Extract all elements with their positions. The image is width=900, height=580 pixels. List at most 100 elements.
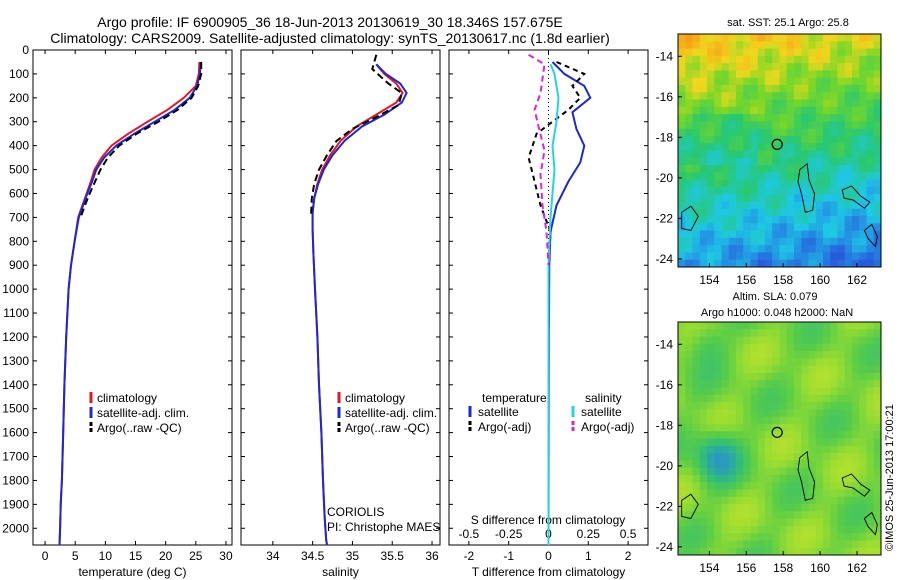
map-cell	[844, 165, 853, 173]
map-cell	[815, 121, 824, 130]
map-cell	[757, 423, 766, 432]
map-cell	[721, 489, 730, 498]
map-cell	[692, 511, 701, 519]
map-cell	[772, 343, 780, 352]
map-cell	[692, 474, 701, 483]
map-cell	[728, 194, 737, 202]
map-cell	[815, 336, 824, 345]
map-cell	[873, 394, 882, 403]
map-cell	[830, 223, 838, 231]
map-cell	[714, 372, 722, 381]
depth-tick-label: 1500	[2, 402, 29, 416]
map-cell	[801, 489, 809, 498]
map-cell	[707, 77, 715, 86]
map-cell	[728, 92, 737, 100]
map-cell	[714, 237, 722, 246]
map-cell	[808, 150, 817, 159]
lat-tick-label: -20	[656, 171, 674, 185]
map-cell	[794, 84, 802, 93]
map-cell	[692, 165, 701, 173]
map-cell	[859, 165, 867, 173]
map-cell	[750, 165, 759, 173]
map-cell	[801, 172, 809, 181]
map-cell	[692, 201, 701, 210]
map-cell	[808, 380, 817, 388]
map-cell	[808, 358, 817, 367]
imos-watermark: ©IMOS 25-Jun-2013 17:00:21	[884, 404, 896, 551]
map-cell	[823, 194, 831, 202]
map-cell	[736, 230, 744, 239]
map-cell	[859, 438, 867, 447]
map-cell	[765, 84, 773, 93]
lat-tick-label: -24	[656, 252, 674, 266]
map-cell	[815, 92, 824, 100]
map-cell	[678, 525, 686, 534]
map-cell	[794, 387, 802, 396]
map-cell	[772, 380, 780, 388]
map-cell	[699, 525, 708, 534]
map-cell	[859, 445, 867, 454]
map-cell	[852, 489, 860, 498]
map-cell	[815, 216, 824, 224]
map-cell	[815, 259, 824, 268]
map-cell	[714, 143, 722, 151]
map-cell	[678, 336, 686, 345]
annotation-pi: PI: Christophe MAES	[327, 520, 440, 534]
map-cell	[728, 157, 737, 166]
map-cell	[866, 460, 875, 469]
map-cell	[692, 365, 701, 374]
map-cell	[765, 259, 773, 268]
map-cell	[859, 99, 867, 108]
map-cell	[866, 48, 875, 57]
x-tick-label: 0	[545, 549, 552, 563]
map-cell	[728, 216, 737, 224]
map-cell	[750, 41, 759, 49]
map-cell	[823, 431, 831, 439]
map-cell	[743, 525, 751, 534]
map-cell	[772, 336, 780, 345]
map-cell	[685, 165, 693, 173]
map-cell	[699, 172, 708, 181]
map-cell	[859, 128, 867, 137]
map-cell	[750, 48, 759, 57]
map-cell	[707, 143, 715, 151]
map-cell	[801, 533, 809, 541]
map-cell	[786, 48, 795, 57]
map-cell	[866, 453, 875, 461]
map-cell	[699, 423, 708, 432]
map-cell	[765, 518, 773, 527]
map-cell	[808, 55, 817, 64]
map-cell	[801, 92, 809, 100]
map-cell	[736, 216, 744, 224]
map-cell	[772, 409, 780, 418]
map-cell	[830, 172, 838, 181]
map-cell	[721, 496, 730, 505]
map-cell	[830, 525, 838, 534]
map-cell	[801, 186, 809, 195]
map-cell	[757, 259, 766, 268]
map-cell	[772, 230, 780, 239]
map-cell	[852, 216, 860, 224]
map-cell	[873, 230, 882, 239]
map-cell	[779, 106, 788, 115]
map-cell	[801, 482, 809, 490]
legend-group-label: salinity	[585, 391, 622, 405]
map-cell	[779, 84, 788, 93]
map-cell	[866, 336, 875, 345]
map-cell	[685, 106, 693, 115]
map-cell	[779, 445, 788, 454]
map-cell	[743, 416, 751, 425]
map-cell	[873, 216, 882, 224]
map-cell	[765, 402, 773, 410]
series-line-satellite-adj-clim-	[58, 61, 202, 546]
map-cell	[830, 208, 838, 217]
map-cell	[815, 482, 824, 490]
map-cell	[852, 150, 860, 159]
map-cell	[873, 438, 882, 447]
map-cell	[786, 402, 795, 410]
map-cell	[757, 114, 766, 122]
map-cell	[721, 84, 730, 93]
map-cell	[830, 453, 838, 461]
map-cell	[794, 208, 802, 217]
map-cell	[685, 518, 693, 527]
